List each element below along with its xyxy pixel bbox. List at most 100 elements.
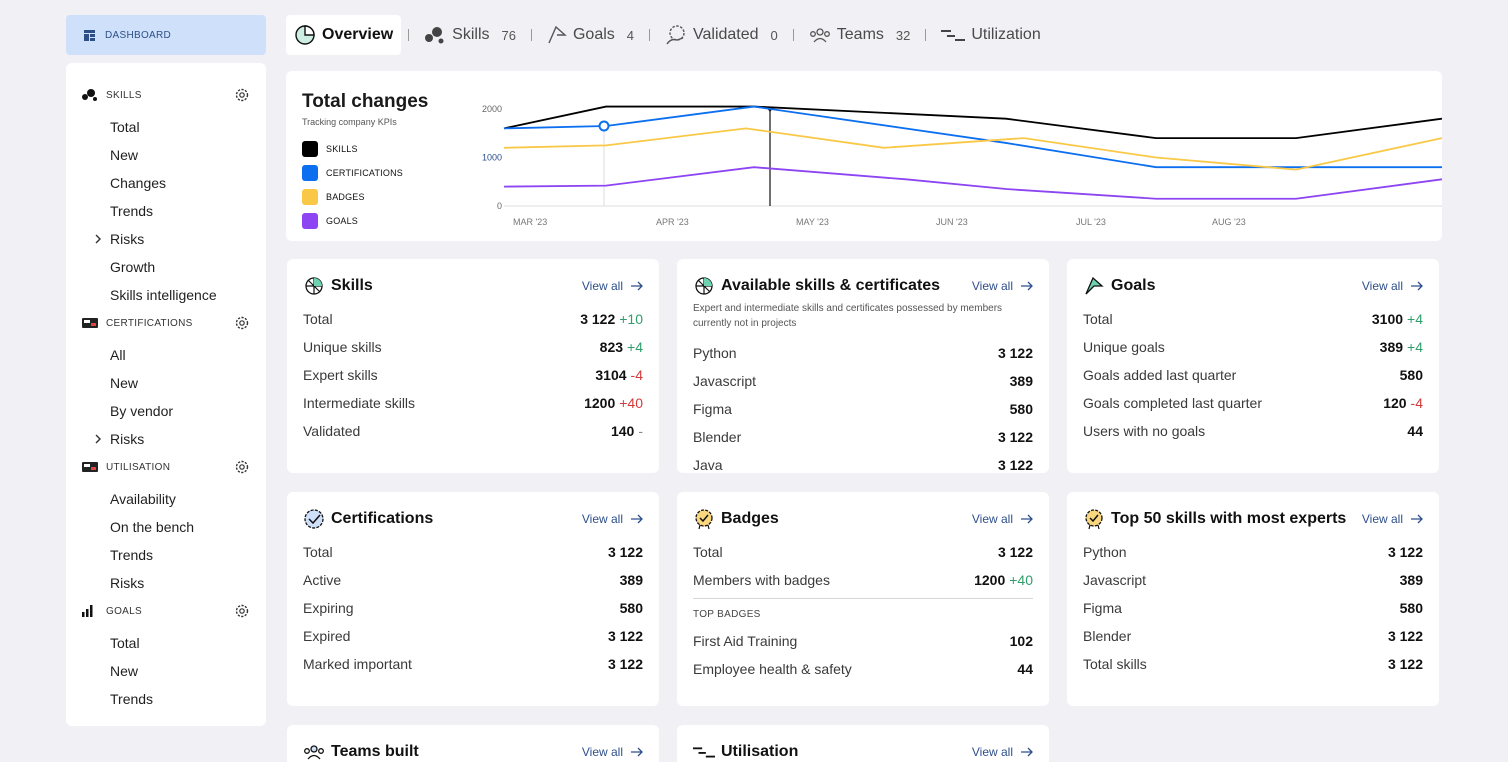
sidebar-section-goals: GOALS [66,601,266,621]
sidebar-item-cert-all[interactable]: All [110,347,126,363]
view-all-link[interactable]: View all [972,279,1033,293]
metric-label: Expired [303,628,351,644]
metric-row: Figma 580 [693,395,1033,423]
tab-skills[interactable]: Skills 76 [416,15,524,55]
sidebar-item-skills-changes[interactable]: Changes [110,175,167,191]
tab-teams[interactable]: Teams 32 [801,15,919,55]
arrow-right-icon [1411,514,1423,524]
metric-row: Expiring 580 [303,594,643,622]
chevron-right-icon[interactable] [94,233,102,245]
metric-label: Python [1083,544,1127,560]
metric-label: Python [693,345,737,361]
sidebar-item-util-bench[interactable]: On the bench [110,519,195,535]
panel-title: Certifications [331,510,434,527]
view-all-link[interactable]: View all [582,279,643,293]
metric-label: Validated [303,423,361,439]
legend-item-certifications[interactable]: CERTIFICATIONS [302,161,403,185]
sidebar-item-util-trends[interactable]: Trends [110,547,154,563]
metric-delta: -4 [630,367,643,383]
section-label: SKILLS [106,89,142,101]
metric-label: Marked important [303,656,412,672]
tab-overview[interactable]: Overview [286,15,402,55]
panel-title: Skills [331,277,373,294]
sidebar-item-skills-risks[interactable]: Risks [66,225,266,253]
gear-icon[interactable] [234,603,250,619]
metric-delta: +4 [1407,339,1423,355]
metric-row: Expert skills 3104 -4 [303,361,643,389]
metric-row: Python 3 122 [693,339,1033,367]
legend-item-skills[interactable]: SKILLS [302,137,403,161]
sidebar-item-util-availability[interactable]: Availability [110,491,176,507]
panel-title: Teams built [331,743,419,760]
chart-legend: SKILLS CERTIFICATIONS BADGES GOALS [302,137,403,233]
sidebar-item-goals-total[interactable]: Total [110,635,140,651]
arrow-right-icon [631,281,643,291]
arrow-right-icon [1021,514,1033,524]
metric-label: Members with badges [693,572,830,588]
view-all-link[interactable]: View all [1362,512,1423,526]
metric-delta: -4 [1410,395,1423,411]
arrow-right-icon [631,747,643,757]
metric-row: Python 3 122 [1083,538,1423,566]
chevron-right-icon[interactable] [94,433,102,445]
legend-item-goals[interactable]: GOALS [302,209,403,233]
metric-label: Intermediate skills [303,395,416,411]
gear-icon[interactable] [234,87,250,103]
sidebar-item-util-risks[interactable]: Risks [110,575,145,591]
metric-label: Figma [693,401,732,417]
dashboard-icon [84,29,95,41]
metric-value: 389 [1009,373,1033,389]
panel-title: Utilisation [721,743,799,760]
utilization-icon [941,30,966,41]
metric-delta: +40 [619,395,643,411]
metric-delta: +4 [1407,311,1423,327]
gear-icon[interactable] [234,315,250,331]
sidebar-item-cert-by-vendor[interactable]: By vendor [110,403,174,419]
metric-row: Members with badges 1200 +40 [693,566,1033,594]
metric-row: Validated 140- [303,417,643,445]
view-all-link[interactable]: View all [582,745,643,759]
sidebar-item-skills-new[interactable]: New [110,147,139,163]
metric-row: Users with no goals 44 [1083,417,1423,445]
sidebar-item-cert-new[interactable]: New [110,375,139,391]
sidebar-item-goals-trends[interactable]: Trends [110,691,154,707]
sidebar-item-skills-total[interactable]: Total [110,119,140,135]
sidebar-item-skills-growth[interactable]: Growth [110,259,156,275]
sidebar-item-cert-risks[interactable]: Risks [66,425,266,453]
sidebar-item-skills-trends[interactable]: Trends [110,203,154,219]
y-tick-label: 0 [497,201,502,211]
legend-swatch [302,141,318,157]
metric-value: 3 122 [997,457,1033,473]
divider [693,598,1033,599]
metric-value: 823 [599,339,624,355]
metric-value: 580 [619,600,643,616]
x-tick-label: APR '23 [656,217,689,227]
certifications-icon [82,317,98,329]
line-chart[interactable]: 2000 1000 0 MAR '23 APR '23 MAY '23 JUN '23 JUL… [466,101,1442,231]
tab-goals[interactable]: Goals 4 [539,15,642,55]
metric-label: Total skills [1083,656,1147,672]
tab-utilization[interactable]: Utilization [933,15,1048,55]
panel-title: Badges [721,510,779,527]
gear-icon[interactable] [234,459,250,475]
view-all-link[interactable]: View all [972,745,1033,759]
arrow-right-icon [631,514,643,524]
utilization-icon [693,741,715,762]
hover-point [598,120,610,132]
section-label: CERTIFICATIONS [106,317,193,329]
view-all-link[interactable]: View all [1362,279,1423,293]
view-all-link[interactable]: View all [582,512,643,526]
dashboard-button[interactable]: DASHBOARD [66,15,266,55]
sidebar-item-skills-intelligence[interactable]: Skills intelligence [110,287,217,303]
tab-validated[interactable]: Validated 0 [657,15,786,55]
metric-value: 580 [1399,600,1423,616]
sidebar-item-goals-new[interactable]: New [110,663,139,679]
chart-title: Total changes [302,91,429,112]
x-tick-label: JUL '23 [1076,217,1106,227]
metric-value: 120 [1383,395,1407,411]
legend-item-badges[interactable]: BADGES [302,185,403,209]
metric-value: 102 [1009,633,1033,649]
view-all-link[interactable]: View all [972,512,1033,526]
metric-row: Javascript 389 [1083,566,1423,594]
metric-row: Active 389 [303,566,643,594]
